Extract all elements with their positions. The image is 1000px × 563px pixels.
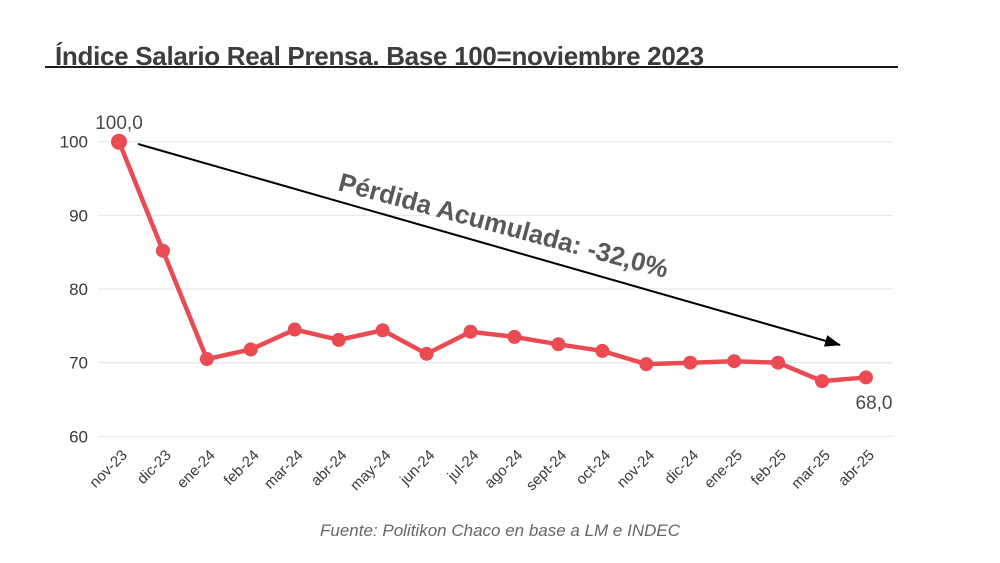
data-point bbox=[771, 355, 786, 370]
x-tick-label: jun-24 bbox=[396, 447, 438, 489]
x-tick-label: nov-24 bbox=[614, 447, 658, 491]
last-point-label: 68,0 bbox=[856, 393, 893, 414]
title-divider bbox=[45, 66, 898, 68]
data-point bbox=[639, 357, 654, 372]
source-footer: Fuente: Politikon Chaco en base a LM e I… bbox=[319, 521, 681, 540]
data-point bbox=[595, 343, 610, 358]
data-point bbox=[683, 355, 698, 370]
data-point bbox=[331, 332, 346, 347]
x-tick-label: nov-23 bbox=[86, 447, 130, 491]
x-tick-label: mar-25 bbox=[788, 447, 834, 493]
data-point bbox=[375, 323, 390, 338]
data-point bbox=[463, 324, 478, 339]
first-point-label: 100,0 bbox=[95, 113, 143, 134]
x-tick-label: oct-24 bbox=[573, 447, 615, 489]
x-tick-label: mar-24 bbox=[261, 447, 307, 493]
x-tick-label: dic-23 bbox=[134, 447, 175, 488]
data-point bbox=[815, 374, 830, 389]
y-tick-label: 90 bbox=[69, 206, 88, 225]
series-line bbox=[116, 139, 869, 384]
trend-arrow bbox=[137, 143, 841, 347]
data-point bbox=[507, 329, 522, 344]
x-tick-label: dic-24 bbox=[661, 447, 702, 488]
x-tick-label: abr-25 bbox=[835, 447, 878, 490]
y-tick-label: 100 bbox=[60, 133, 88, 152]
data-point bbox=[199, 352, 214, 367]
data-point bbox=[858, 370, 873, 385]
data-point bbox=[155, 243, 170, 258]
data-point bbox=[111, 133, 127, 150]
y-tick-label: 60 bbox=[69, 427, 88, 446]
x-tick-label: feb-24 bbox=[221, 447, 263, 489]
y-tick-label: 70 bbox=[69, 354, 88, 373]
y-tick-label: 80 bbox=[69, 280, 88, 299]
x-tick-label: ago-24 bbox=[481, 447, 526, 492]
data-point bbox=[419, 346, 434, 361]
x-tick-label: feb-25 bbox=[748, 447, 790, 489]
x-tick-label: sept-24 bbox=[523, 447, 570, 494]
x-tick-label: ene-24 bbox=[174, 447, 219, 492]
x-tick-label: may-24 bbox=[347, 447, 394, 494]
x-tick-label: ene-25 bbox=[701, 447, 746, 492]
data-point bbox=[727, 354, 742, 369]
data-point bbox=[551, 337, 566, 352]
data-point bbox=[243, 342, 258, 357]
data-point bbox=[287, 322, 302, 337]
x-tick-label: abr-24 bbox=[308, 447, 351, 490]
annotation-text: Pérdida Acumulada: -32,0% bbox=[335, 167, 671, 284]
x-tick-label: jul-24 bbox=[444, 447, 483, 486]
